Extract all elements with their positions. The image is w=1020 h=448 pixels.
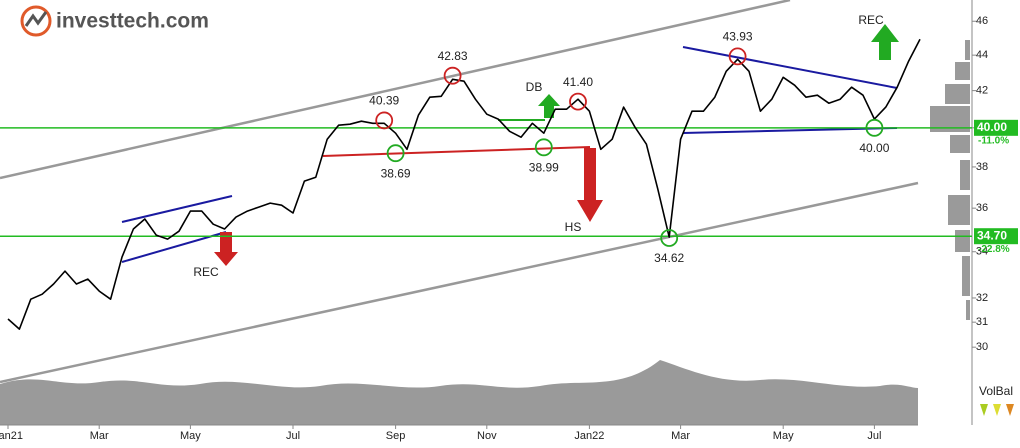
x-tick-label: Jan21 (0, 430, 23, 442)
y-tick-label: 42 (976, 85, 988, 97)
volbal-icon (993, 404, 1001, 416)
level-label: 40.00 (977, 120, 1007, 134)
extreme-label: 40.39 (369, 94, 399, 108)
price-line (7, 38, 921, 330)
x-tick-label: Jul (286, 430, 300, 442)
logo-icon (20, 5, 52, 37)
buy-arrow (871, 24, 899, 60)
signal-label: DB (526, 80, 543, 94)
x-tick-label: Sep (386, 430, 406, 442)
level-change: -11.0% (978, 135, 1009, 146)
extreme-marker (865, 118, 884, 137)
signal-label: REC (858, 13, 884, 27)
logo-text: investtech.com (56, 10, 209, 33)
trend-channel (0, 0, 791, 180)
extreme-marker (534, 138, 553, 157)
sell-arrow (577, 148, 603, 222)
volume-label: VolBal (979, 384, 1013, 398)
pattern-line (682, 127, 898, 134)
pattern-line (121, 195, 233, 223)
signal-label: REC (193, 265, 219, 279)
level-tag (974, 228, 1018, 245)
pattern-line (322, 146, 591, 157)
sell-arrow (214, 232, 238, 266)
y-tick-label: 38 (976, 161, 988, 173)
volume-profile (930, 40, 970, 320)
x-tick-label: May (180, 430, 201, 442)
logo-icon-line (24, 11, 48, 27)
volbal-icon (980, 404, 988, 416)
y-tick-label: 32 (976, 292, 988, 304)
extreme-label: 38.69 (381, 166, 411, 180)
extreme-label: 38.99 (529, 160, 559, 174)
x-tick-label: Mar (671, 430, 690, 442)
y-tick-label: 44 (976, 49, 988, 61)
volbal-icon (1006, 404, 1014, 416)
level-tag (974, 119, 1018, 136)
extreme-marker (386, 144, 405, 163)
pattern-line (682, 46, 898, 89)
y-tick-label: 31 (976, 316, 988, 328)
extreme-marker (375, 111, 394, 130)
y-tick-label: 46 (976, 15, 988, 27)
x-tick-label: Nov (477, 430, 497, 442)
x-tick-label: Jan22 (574, 430, 604, 442)
buy-arrow (538, 94, 560, 118)
volume-area (0, 360, 918, 425)
x-tick-label: May (773, 430, 794, 442)
extreme-marker (660, 229, 679, 247)
level-change: -22.8% (978, 244, 1010, 255)
extreme-label: 41.40 (563, 75, 593, 89)
y-tick-label: 36 (976, 202, 988, 214)
x-tick-label: Mar (90, 430, 109, 442)
y-tick-label: 30 (976, 341, 988, 353)
logo: investtech.com (20, 5, 209, 37)
y-tick-label: 34 (976, 246, 988, 258)
extreme-marker (443, 66, 462, 85)
extreme-label: 42.83 (438, 49, 468, 63)
extreme-marker (569, 92, 587, 111)
extreme-label: 40.00 (859, 141, 889, 155)
extreme-label: 43.93 (723, 30, 753, 44)
signal-label: HS (565, 220, 582, 234)
extreme-marker (728, 47, 747, 66)
pattern-line (121, 231, 227, 263)
trend-channel (0, 181, 919, 384)
extreme-label: 34.62 (654, 251, 684, 265)
x-tick-label: Jul (867, 430, 881, 442)
level-label: 34.70 (977, 228, 1007, 242)
